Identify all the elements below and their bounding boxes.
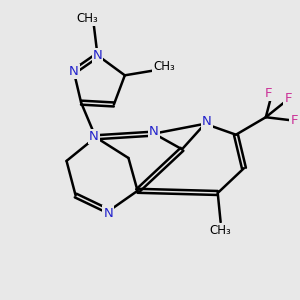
Text: CH₃: CH₃ [153,60,175,73]
Text: N: N [103,206,113,220]
Text: CH₃: CH₃ [210,224,232,237]
Text: N: N [149,125,159,138]
Text: F: F [265,87,272,100]
Text: CH₃: CH₃ [76,12,98,25]
Text: N: N [69,65,79,78]
Text: N: N [89,130,99,143]
Text: F: F [284,92,292,106]
Text: N: N [93,49,102,62]
Text: F: F [290,114,298,128]
Text: N: N [202,116,212,128]
